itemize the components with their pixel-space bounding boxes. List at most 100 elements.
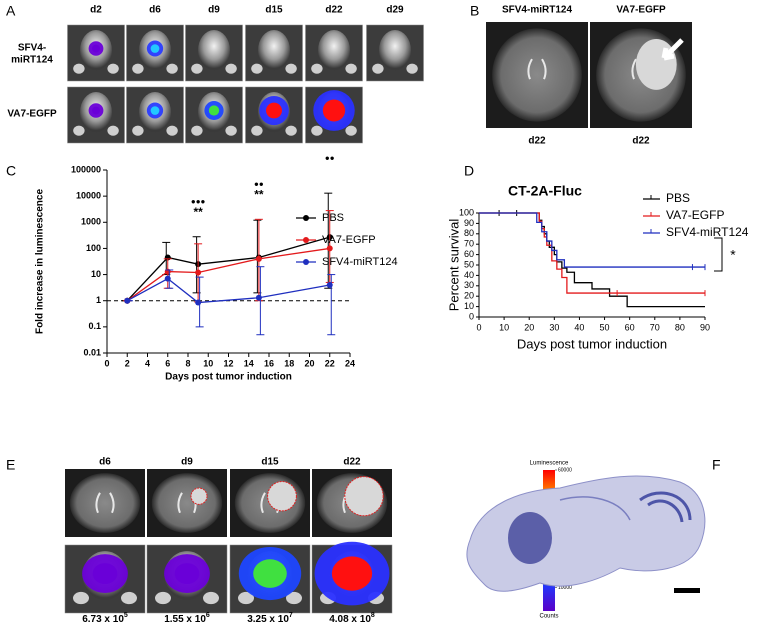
- legend-label: PBS: [322, 212, 344, 224]
- mri-lesion: [190, 487, 208, 505]
- mouse-ear: [311, 63, 323, 74]
- signal-inner: [92, 563, 118, 585]
- signal-inner: [322, 99, 346, 122]
- mouse-ear: [345, 63, 357, 74]
- total-flux-base: 3.25 x 10: [247, 614, 289, 623]
- survival-curve: [479, 212, 705, 268]
- total-flux: 4.08 x 108: [329, 612, 375, 623]
- point: [164, 275, 171, 282]
- y-tick-label: 40: [464, 270, 474, 280]
- mouse-head: [198, 30, 230, 71]
- legend-label: PBS: [666, 191, 690, 205]
- legend-marker: [303, 237, 309, 243]
- x-tick-label: 8: [185, 358, 190, 368]
- x-tick-label: 4: [145, 358, 150, 368]
- signal-inner: [150, 106, 160, 115]
- significance: *: [730, 247, 736, 263]
- y-tick-label: 100: [459, 207, 474, 217]
- y-tick-label: 60: [464, 249, 474, 259]
- row-label: VA7-EGFP: [7, 109, 57, 120]
- panel-label: D: [464, 163, 474, 179]
- colorbar-tick-label: 10000: [558, 585, 572, 591]
- total-flux-base: 6.73 x 10: [82, 614, 124, 623]
- significance: ●●: [254, 179, 264, 188]
- total-flux-exponent: 8: [371, 612, 375, 619]
- cortex-line: [559, 496, 631, 521]
- significance: **: [254, 187, 264, 201]
- x-axis-label: Days post tumor induction: [517, 336, 667, 351]
- signal-inner: [208, 105, 220, 116]
- mouse-ear: [121, 591, 137, 605]
- mouse-ear: [345, 125, 357, 136]
- caption: d22: [528, 136, 546, 147]
- mouse-ear: [285, 125, 297, 136]
- point: [326, 281, 333, 288]
- signal-inner: [92, 44, 100, 53]
- mouse-ear: [372, 63, 384, 74]
- total-flux: 1.55 x 106: [164, 612, 210, 623]
- bracket: [714, 237, 723, 272]
- hippocampus: [639, 491, 692, 523]
- arrow: [661, 38, 684, 61]
- y-axis-label: Fold increase in luminescence: [35, 189, 46, 334]
- legend-label: SFV4-miRT124: [322, 256, 398, 268]
- y-tick-label: 0: [469, 311, 474, 321]
- mouse-ear: [132, 125, 144, 136]
- x-tick-label: 12: [223, 358, 233, 368]
- x-tick-label: 18: [284, 358, 294, 368]
- y-tick-label: 90: [464, 218, 474, 228]
- point: [195, 299, 202, 306]
- y-tick-label: 70: [464, 239, 474, 249]
- error-bar: [256, 266, 265, 336]
- column-label: d9: [208, 5, 220, 16]
- mri-lesion: [267, 481, 297, 512]
- x-tick-label: 6: [165, 358, 170, 368]
- y-tick-label: 10: [464, 301, 474, 311]
- mouse-ear: [155, 591, 171, 605]
- survival-curve: [479, 212, 705, 294]
- mouse-head: [379, 30, 411, 71]
- colorbar-title: Luminescence: [530, 461, 569, 467]
- x-tick-label: 20: [524, 322, 534, 332]
- mouse-ear: [191, 125, 203, 136]
- mouse-ear: [225, 125, 237, 136]
- y-axis-label: Percent survival: [446, 219, 461, 312]
- mouse-ear: [132, 63, 144, 74]
- x-tick-label: 80: [675, 322, 685, 332]
- mri-ventricle: [527, 58, 547, 80]
- x-tick-label: 90: [700, 322, 710, 332]
- legend-label: SFV4-miRT124: [666, 225, 749, 239]
- x-tick-label: 2: [125, 358, 130, 368]
- caption: d22: [632, 136, 650, 147]
- signal-inner: [174, 563, 200, 585]
- mouse-ear: [406, 63, 418, 74]
- mouse-ear: [166, 125, 178, 136]
- y-tick-label: 10: [91, 269, 101, 279]
- x-tick-label: 22: [325, 358, 335, 368]
- panel-label: E: [6, 457, 15, 473]
- y-tick-label: 30: [464, 280, 474, 290]
- column-label: d29: [386, 5, 404, 16]
- column-label: d15: [265, 5, 283, 16]
- x-tick-label: 16: [264, 358, 274, 368]
- mouse-head: [318, 30, 350, 71]
- mri-lesion: [344, 476, 384, 517]
- x-tick-label: 50: [600, 322, 610, 332]
- y-tick-label: 0.1: [88, 321, 101, 331]
- y-tick-label: 20: [464, 291, 474, 301]
- legend-marker: [303, 215, 309, 221]
- series-line: [126, 277, 330, 304]
- y-tick-label: 10000: [76, 191, 101, 201]
- column-label: d2: [90, 5, 102, 16]
- significance: ●●: [325, 153, 335, 162]
- total-flux-exponent: 6: [206, 612, 210, 619]
- total-flux-base: 4.08 x 10: [329, 614, 371, 623]
- column-label: d22: [343, 457, 361, 468]
- signal-inner: [331, 556, 373, 591]
- point: [124, 297, 131, 304]
- point: [255, 294, 262, 301]
- series-line: [126, 247, 330, 302]
- point: [195, 269, 202, 276]
- significance: **: [193, 205, 203, 219]
